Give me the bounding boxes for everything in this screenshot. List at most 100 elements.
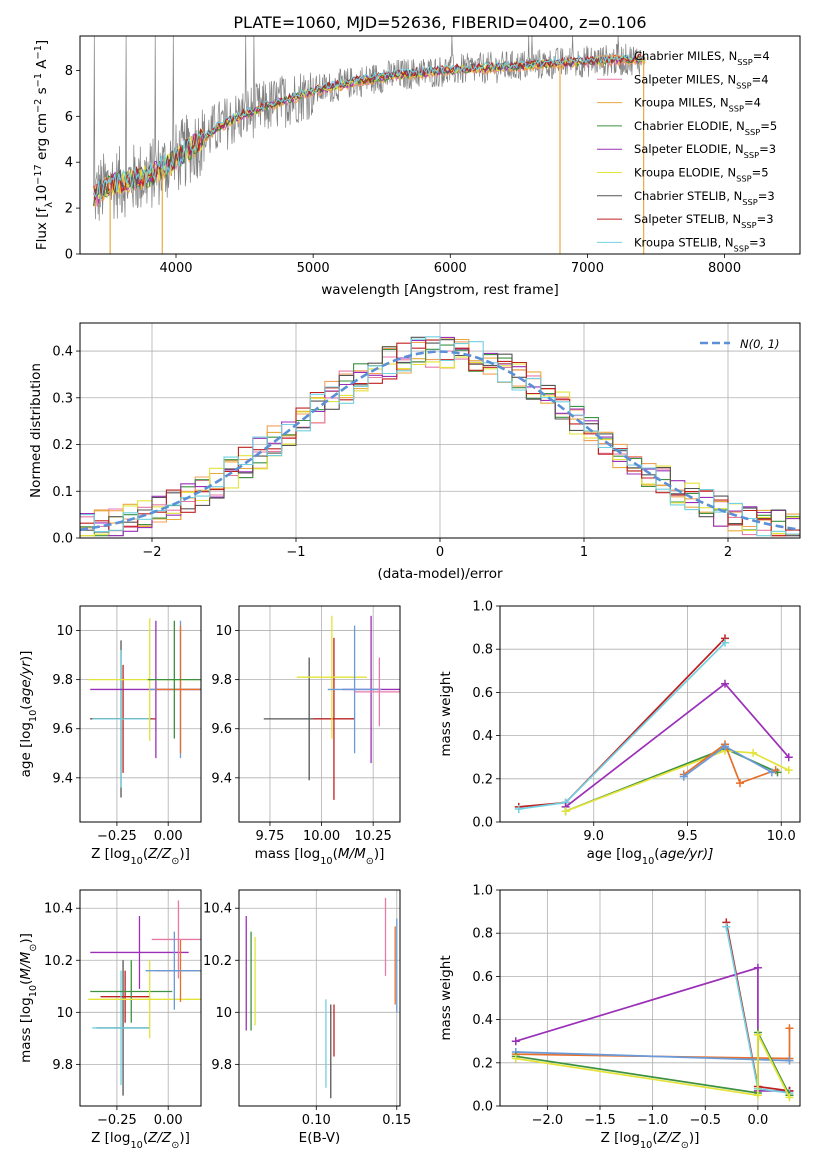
x-axis-label: age [log10(age/yr)] [587, 846, 714, 867]
y-tick-label: 1.0 [472, 600, 493, 615]
y-tick-label: 0.3 [52, 391, 73, 406]
x-tick-label: 0.00 [154, 1113, 183, 1128]
x-tick-label: −0.25 [97, 829, 137, 844]
y-tick-label: 9.8 [52, 1058, 73, 1073]
weight-marker [784, 766, 793, 775]
y-tick-label: 4 [65, 156, 73, 171]
x-tick-label: −1.5 [584, 1113, 616, 1128]
x-tick-label: 6000 [434, 261, 467, 276]
x-tick-label: 9.5 [677, 829, 698, 844]
axes-frame [79, 889, 202, 1107]
y-tick-label: 10.2 [44, 954, 73, 969]
y-tick-label: 0.0 [472, 816, 493, 831]
weight-line [683, 742, 776, 785]
histogram-step [80, 336, 800, 537]
weight-marker [514, 805, 523, 814]
weight-marker [511, 1037, 520, 1046]
y-tick-label: 8 [65, 64, 73, 79]
legend-label: Chabrier MILES, NSSP=4 [634, 49, 770, 67]
x-tick-label: 10.0 [767, 829, 796, 844]
x-tick-label: 9.0 [583, 829, 604, 844]
x-tick-label: 4000 [159, 261, 192, 276]
y-tick-label: 9.8 [211, 673, 232, 688]
plot-area-spectrum [93, 36, 646, 254]
plot-area-histogram [80, 336, 800, 537]
axes-weight_vs_age: 9.0 9.5 10.0 0.0 0.2 0.4 0.6 0.8 1.0 age [log10(a… [438, 600, 801, 867]
y-tick-label: 10.4 [44, 902, 73, 917]
legend-label: Chabrier ELODIE, NSSP=5 [634, 119, 777, 137]
y-tick-label: 0.8 [472, 643, 493, 658]
weight-marker [511, 1054, 520, 1063]
y-tick-label: 0.1 [52, 485, 73, 500]
y-tick-label: 9.4 [52, 771, 73, 786]
y-tick-label: 0.0 [52, 532, 73, 547]
y-tick-label: 0.0 [472, 1100, 493, 1115]
plot-area-age_vs_mass [263, 615, 400, 800]
x-tick-label: −0.5 [689, 1113, 721, 1128]
x-tick-label: 2 [724, 545, 732, 560]
x-tick-label: 1 [580, 545, 588, 560]
legend-label: Kroupa ELODIE, NSSP=5 [634, 166, 769, 184]
x-tick-label: 0.0 [748, 1113, 769, 1128]
y-tick-label: 0.6 [472, 686, 493, 701]
weight-marker [749, 748, 758, 757]
axes-frame [79, 322, 801, 539]
x-axis-label: wavelength [Angstrom, rest frame] [321, 282, 559, 298]
x-tick-label: 10.00 [303, 829, 340, 844]
axes-weight_vs_Z: −2.0 −1.5 −1.0 −0.5 0.0 0.0 0.2 0.4 0.6 0.8 1.0 Z [… [438, 884, 801, 1151]
y-tick-label: 9.6 [52, 722, 73, 737]
weight-marker [785, 1093, 794, 1102]
weight-marker [721, 638, 729, 647]
weight-marker [785, 1056, 794, 1065]
x-tick-label: 5000 [297, 261, 330, 276]
legend-label: N(0, 1) [740, 337, 780, 351]
axes-frame [499, 889, 801, 1107]
weight-line [565, 749, 790, 812]
x-axis-label: (data-model)/error [377, 566, 503, 582]
y-tick-label: 2 [65, 202, 73, 217]
spectrum-model-line [93, 52, 646, 202]
plot-area-weight_vs_age [514, 634, 793, 816]
axes-spectrum: 4000 5000 6000 7000 8000 0 2 4 6 8 wavelength [Ang… [33, 35, 801, 298]
y-tick-label: 9.8 [211, 1058, 232, 1073]
y-tick-label: 6 [65, 110, 73, 125]
axes-age_vs_Z: −0.25 0.00 9.4 9.6 9.8 10 Z [log10(Z/Z⊙)] age [… [18, 605, 202, 867]
axes-frame [499, 605, 801, 823]
axes-age_vs_mass: 9.75 10.00 10.25 9.4 9.6 9.8 10 mass [log10(M/M… [211, 605, 401, 867]
x-tick-label: −2.0 [532, 1113, 564, 1128]
y-axis-label: age [log10(age/yr)] [18, 651, 39, 778]
weight-marker [753, 1030, 762, 1039]
y-axis-label: Normed distribution [28, 363, 44, 498]
x-axis-label: Z [log10(Z/Z⊙)] [601, 1130, 700, 1151]
x-tick-label: 0.15 [382, 1113, 411, 1128]
y-tick-label: 0.4 [52, 345, 73, 360]
y-tick-label: 0.4 [472, 729, 493, 744]
legend-label: Salpeter STELIB, NSSP=3 [634, 212, 774, 230]
y-tick-label: 0.6 [472, 970, 493, 985]
x-tick-label: 8000 [708, 261, 741, 276]
weight-marker [679, 772, 688, 781]
x-tick-label: −0.25 [97, 1113, 137, 1128]
legend-label: Salpeter MILES, NSSP=4 [634, 72, 769, 90]
x-tick-label: −1.0 [637, 1113, 669, 1128]
y-tick-label: 0.8 [472, 927, 493, 942]
x-tick-label: 0.10 [302, 1113, 331, 1128]
legend-label: Salpeter ELODIE, NSSP=3 [634, 142, 776, 160]
y-tick-label: 0.2 [52, 438, 73, 453]
y-tick-label: 10 [215, 624, 232, 639]
x-tick-label: −1 [286, 545, 305, 560]
y-axis-label: mass weight [438, 955, 454, 1040]
plot-area-age_vs_Z [88, 618, 201, 798]
weight-line [515, 1034, 791, 1098]
plot-area-weight_vs_Z [511, 918, 794, 1102]
y-tick-label: 10 [215, 1006, 232, 1021]
weight-marker [767, 768, 776, 777]
x-tick-label: 9.75 [255, 829, 284, 844]
legend-label: Kroupa MILES, NSSP=4 [634, 96, 761, 114]
spectrum-legend: Chabrier MILES, NSSP=4 Salpeter MILES, NS… [597, 49, 777, 253]
y-tick-label: 9.6 [211, 722, 232, 737]
axes-frame [79, 605, 202, 823]
weight-marker [784, 753, 793, 762]
y-tick-label: 10 [56, 624, 73, 639]
